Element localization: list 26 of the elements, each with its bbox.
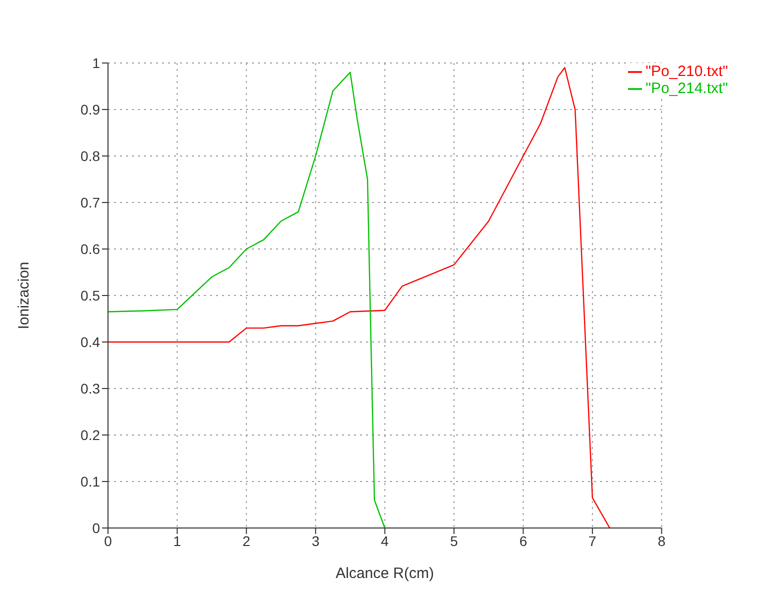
legend-label: "Po_214.txt" (646, 80, 728, 97)
y-tick-label: 0.4 (80, 334, 100, 350)
x-tick-label: 5 (450, 532, 458, 549)
y-tick-label: 0.5 (80, 287, 100, 304)
x-axis-title: Alcance R(cm) (336, 565, 434, 582)
y-tick-label: 0.2 (80, 426, 100, 443)
y-tick-label: 0.6 (80, 240, 100, 257)
y-tick-label: 0.7 (80, 194, 100, 210)
y-tick-label: 0.3 (80, 380, 100, 396)
x-tick-label: 2 (242, 532, 251, 549)
y-tick-label: 0.8 (80, 148, 100, 164)
x-tick-label: 0 (104, 532, 112, 549)
x-tick-label: 3 (312, 532, 320, 549)
x-tick-label: 8 (658, 532, 666, 549)
y-tick-label: 0 (92, 520, 100, 536)
x-tick-label: 1 (173, 532, 182, 549)
line-series (108, 67, 610, 528)
x-tick-label: 7 (588, 532, 597, 549)
x-tick-label: 6 (519, 532, 528, 549)
line-series (108, 72, 386, 528)
y-tick-label: 0.1 (80, 473, 100, 490)
y-axis-title: Ionizacion (15, 262, 32, 330)
x-tick-label: 4 (380, 532, 389, 549)
y-tick-label: 1 (92, 54, 100, 71)
legend-label: "Po_210.txt" (646, 63, 728, 80)
y-tick-label: 0.9 (80, 101, 100, 118)
